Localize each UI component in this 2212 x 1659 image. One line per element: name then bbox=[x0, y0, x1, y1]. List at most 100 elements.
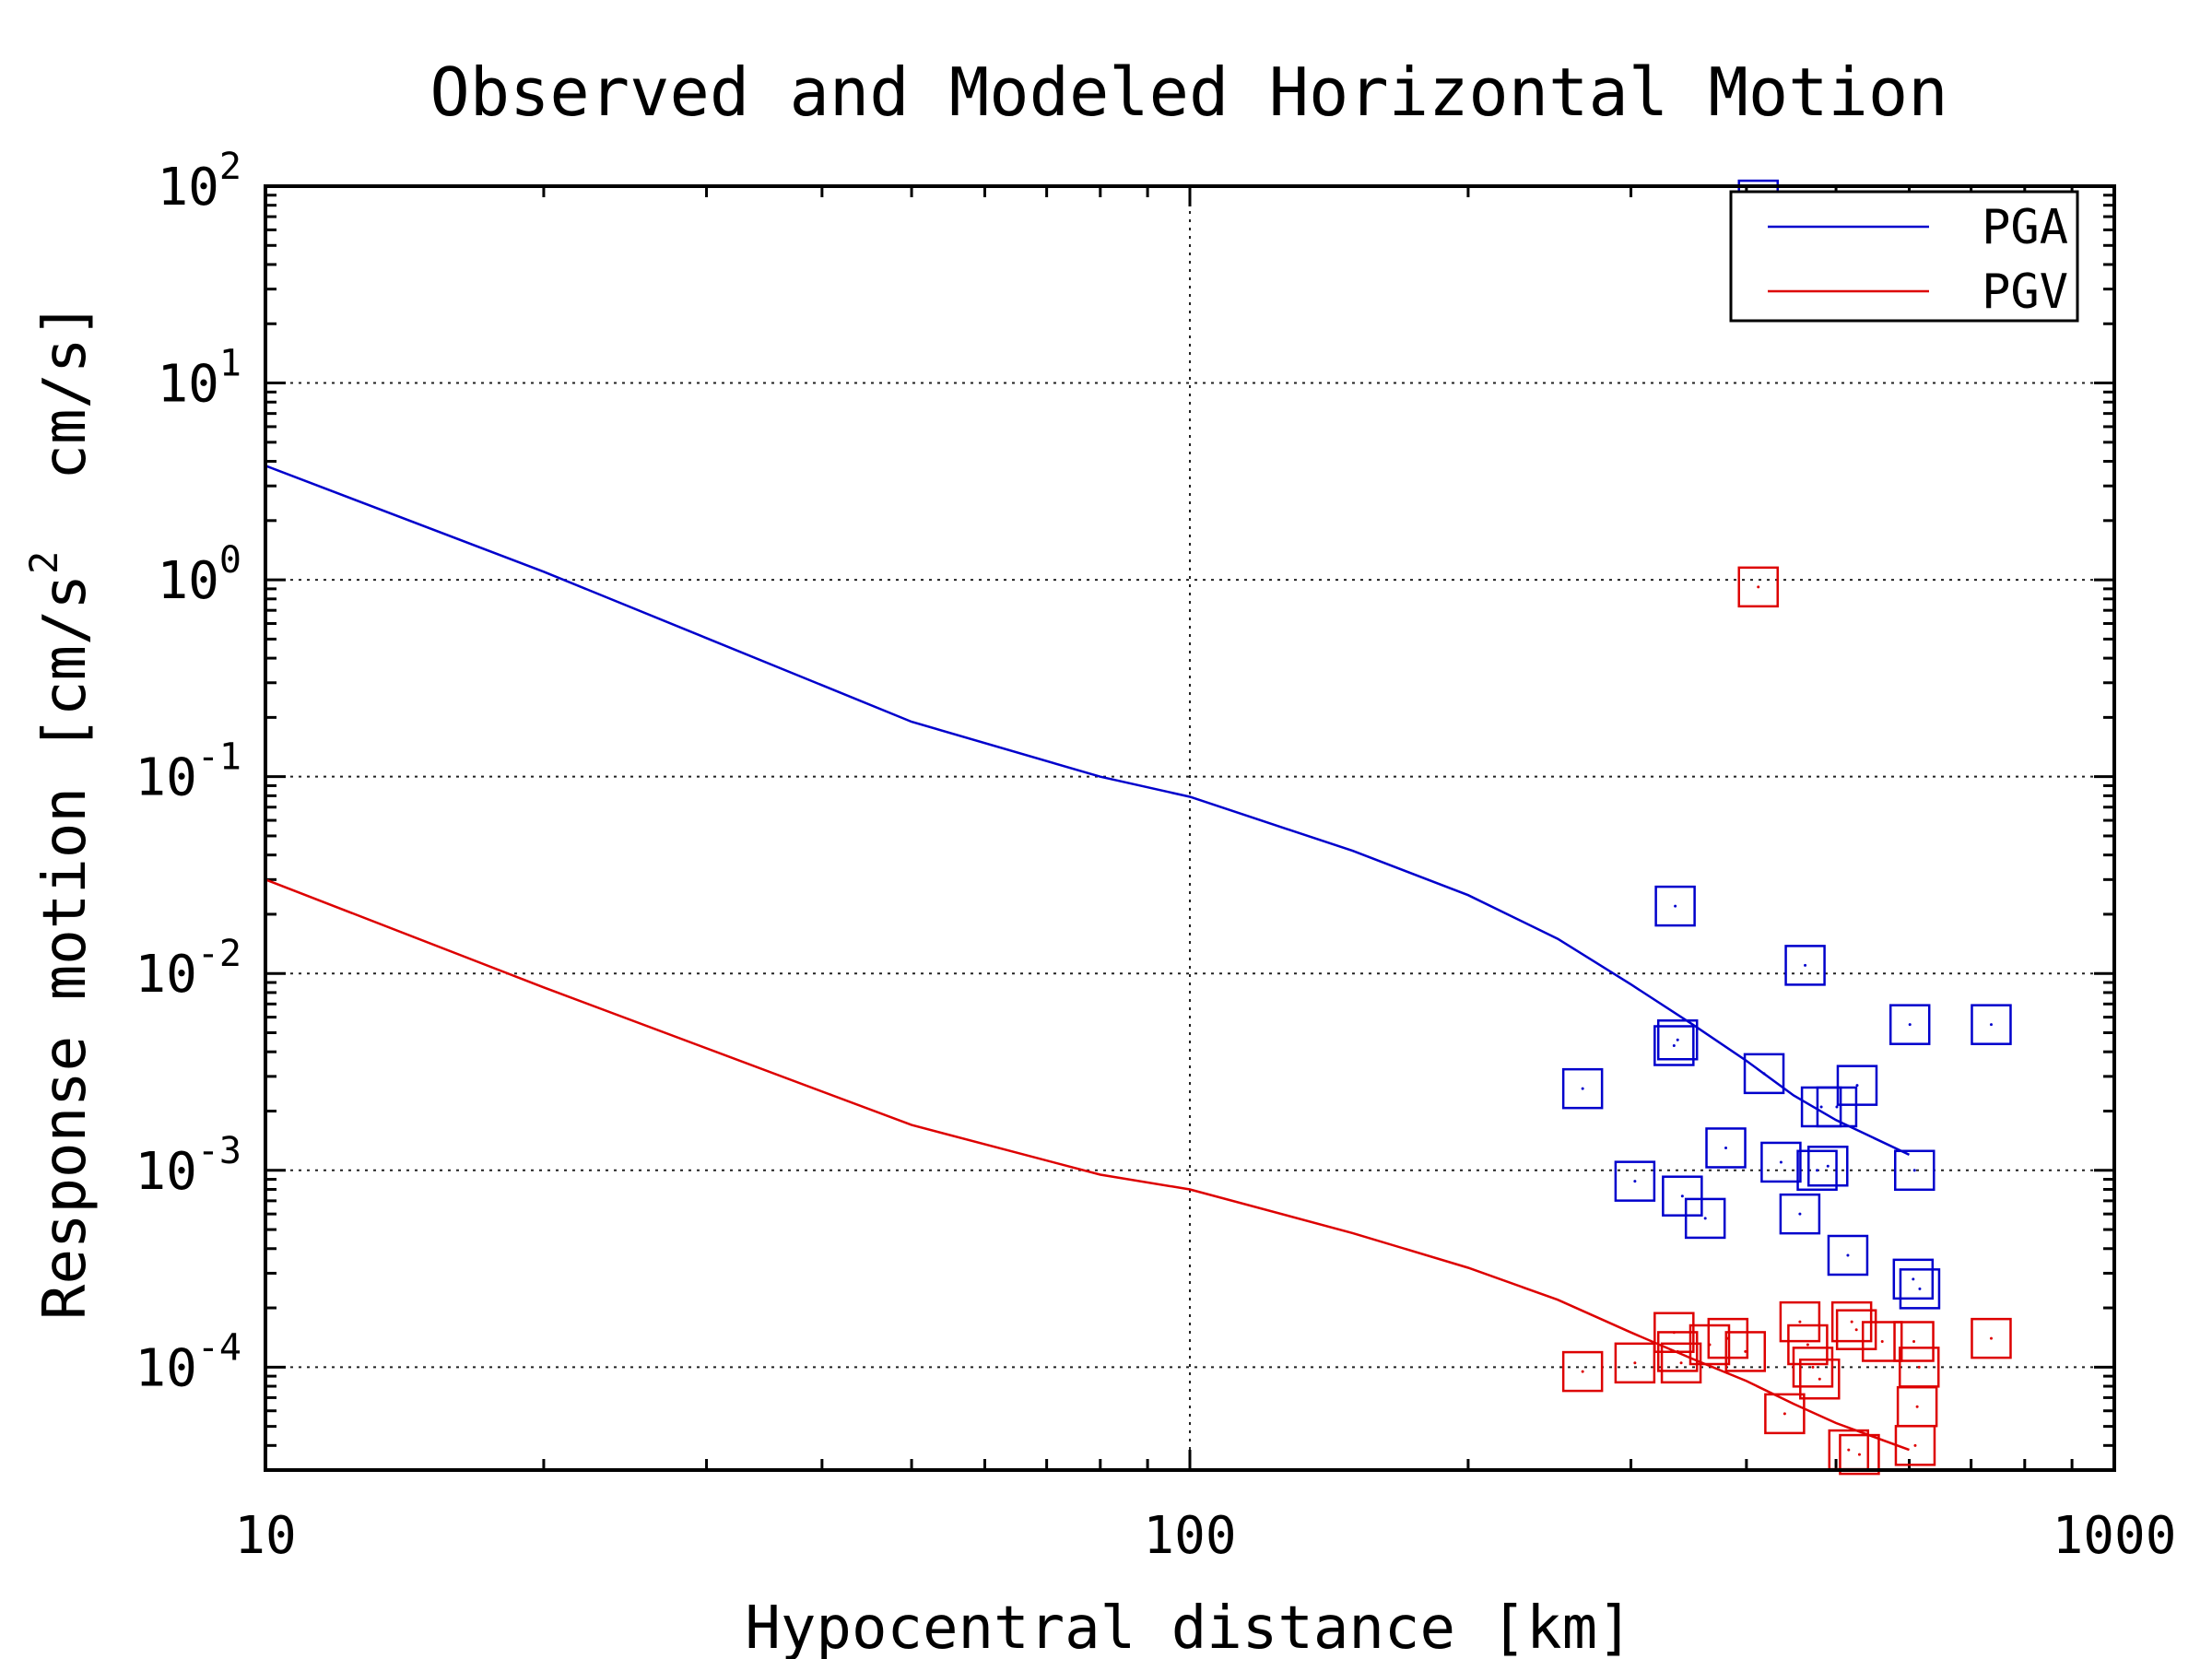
pga-observed-center bbox=[1674, 904, 1677, 908]
pgv-observed-point bbox=[1894, 1425, 1936, 1466]
pgv-observed-center bbox=[1757, 585, 1760, 589]
pga-observed-center bbox=[1703, 1217, 1707, 1220]
pgv-observed-point bbox=[1839, 1433, 1880, 1476]
pga-observed-center bbox=[1798, 1212, 1802, 1216]
pgv-observed-point bbox=[1656, 1331, 1699, 1372]
pga-observed-point bbox=[1784, 945, 1826, 986]
pgv-observed-point bbox=[1792, 1347, 1834, 1388]
pga-observed-center bbox=[1804, 963, 1807, 967]
y-tick-label: 102 bbox=[157, 146, 241, 218]
pgv-observed-point bbox=[1971, 1317, 2012, 1359]
pgv-observed-point bbox=[1614, 1342, 1656, 1384]
pga-observed-center bbox=[1918, 1287, 1922, 1290]
pgv-observed-center bbox=[1811, 1365, 1815, 1369]
pga-observed-center bbox=[1912, 1277, 1915, 1281]
chart-title: Observed and Modeled Horizontal Motion bbox=[429, 53, 1947, 131]
pgv-observed-point bbox=[1835, 1309, 1877, 1350]
pga-observed-center bbox=[1846, 1253, 1850, 1257]
y-tick-label: 100 bbox=[157, 539, 241, 611]
pgv-model-line bbox=[265, 878, 1910, 1452]
y-tick-base: 10 bbox=[135, 1338, 196, 1398]
pga-observed-point bbox=[1614, 1160, 1656, 1202]
x-tick-label: 100 bbox=[1143, 1506, 1236, 1566]
pga-model-line bbox=[265, 465, 1911, 1157]
pga-observed-point bbox=[1888, 1004, 1931, 1045]
pga-observed-point bbox=[1654, 885, 1696, 927]
y-tick-label: 10-2 bbox=[135, 933, 241, 1005]
pga-observed-center bbox=[1672, 1043, 1676, 1047]
pgv-observed-center bbox=[1744, 1349, 1747, 1353]
pgv-observed-center bbox=[1912, 1340, 1916, 1344]
pgv-observed-center bbox=[1850, 1320, 1853, 1324]
pgv-observed-point bbox=[1764, 1393, 1806, 1435]
legend-label-pgv: PGV bbox=[1982, 265, 2068, 320]
pga-observed-center bbox=[1835, 1105, 1839, 1109]
pga-observed-point bbox=[1662, 1175, 1703, 1217]
pga-observed-point bbox=[1653, 1025, 1695, 1066]
y-axis-label: Response motion [cm/s2 cm/s] bbox=[21, 302, 100, 1320]
y-tick-base: 10 bbox=[157, 355, 218, 415]
y-tick-exponent: 0 bbox=[219, 539, 241, 582]
pgv-observed-point bbox=[1893, 1321, 1935, 1362]
pga-observed-point bbox=[1684, 1197, 1726, 1240]
pga-observed-center bbox=[1762, 1072, 1766, 1076]
pga-observed-point bbox=[1705, 1127, 1747, 1169]
pga-observed-point bbox=[1760, 1141, 1802, 1183]
pga-observed-point bbox=[1561, 1067, 1604, 1110]
y-axis-label-sup: 2 bbox=[21, 551, 66, 574]
pga-observed-point bbox=[1779, 1193, 1821, 1235]
pga-observed-point bbox=[1827, 1234, 1869, 1277]
pgv-observed-point bbox=[1724, 1331, 1767, 1372]
pgv-observed-center bbox=[1847, 1448, 1851, 1452]
grid bbox=[265, 186, 2114, 1470]
pgv-observed-center bbox=[1854, 1328, 1858, 1332]
y-axis-label-suffix: cm/s] bbox=[31, 302, 100, 551]
pgv-observed-center bbox=[1679, 1361, 1683, 1365]
pga-observed-center bbox=[1989, 1023, 1993, 1027]
legend-box bbox=[1729, 190, 2079, 323]
pga-observed-point bbox=[1743, 1053, 1785, 1095]
pgv-observed-point bbox=[1561, 1350, 1604, 1393]
pga-observed-center bbox=[1779, 1160, 1783, 1164]
y-tick-label: 10-1 bbox=[135, 736, 241, 808]
pgv-observed-center bbox=[1633, 1361, 1637, 1365]
pga-observed-point bbox=[1816, 1086, 1858, 1128]
y-tick-base: 10 bbox=[157, 158, 218, 218]
pga-observed-center bbox=[1816, 1169, 1819, 1172]
pgv-observed-center bbox=[1917, 1365, 1921, 1369]
pgv-observed-center bbox=[1676, 1349, 1679, 1353]
pgv-observed-point bbox=[1799, 1359, 1841, 1400]
pga-observed-point bbox=[1892, 1258, 1935, 1300]
pga-observed-center bbox=[1676, 1038, 1679, 1041]
pga-observed-point bbox=[1971, 1004, 2012, 1045]
pga-observed-point bbox=[1656, 1018, 1699, 1061]
y-tick-label: 10-3 bbox=[135, 1130, 241, 1202]
pgv-observed-center bbox=[1783, 1412, 1786, 1416]
series-lines bbox=[265, 465, 1911, 1452]
y-tick-base: 10 bbox=[135, 945, 196, 1005]
series-points bbox=[1561, 179, 2012, 1476]
pga-observed-point bbox=[1807, 1146, 1849, 1187]
x-axis-label: Hypocentral distance [km] bbox=[745, 1594, 1632, 1659]
pga-observed-center bbox=[1633, 1180, 1637, 1183]
x-tick-labels: 10 100 1000 bbox=[234, 1506, 2176, 1566]
y-tick-label: 10-4 bbox=[135, 1326, 241, 1398]
pga-observed-point bbox=[1899, 1268, 1941, 1310]
y-tick-exponent: 1 bbox=[219, 343, 241, 385]
pgv-observed-center bbox=[1726, 1336, 1730, 1340]
pgv-observed-center bbox=[1806, 1343, 1809, 1347]
y-tick-exponent: -3 bbox=[197, 1130, 241, 1172]
pgv-observed-point bbox=[1707, 1317, 1749, 1359]
pga-observed-point bbox=[1894, 1149, 1936, 1192]
plot-frame bbox=[264, 184, 2116, 1472]
y-tick-base: 10 bbox=[157, 551, 218, 611]
pga-observed-center bbox=[1826, 1164, 1830, 1168]
x-tick-label: 10 bbox=[234, 1506, 296, 1566]
pgv-observed-center bbox=[1798, 1320, 1802, 1324]
pgv-observed-center bbox=[1880, 1340, 1884, 1344]
pga-observed-center bbox=[1908, 1023, 1912, 1027]
pgv-observed-point bbox=[1737, 566, 1779, 608]
pgv-observed-center bbox=[1989, 1336, 1993, 1340]
